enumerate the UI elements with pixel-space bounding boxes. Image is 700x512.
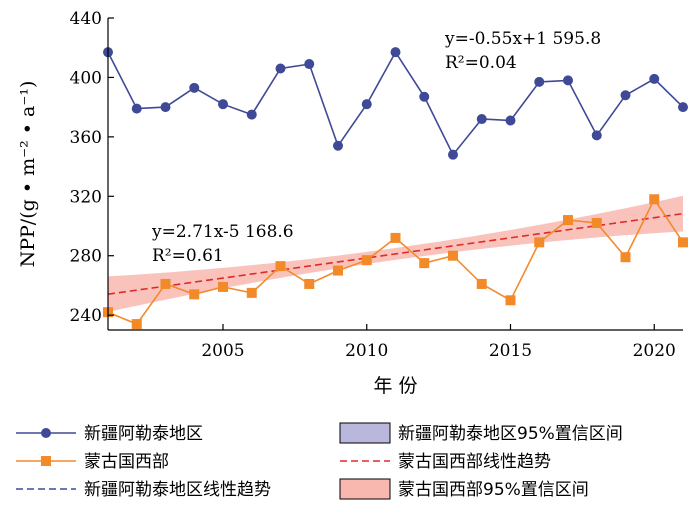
data-series bbox=[103, 47, 688, 330]
legend-label-ci-altay: 新疆阿勒泰地区95%置信区间 bbox=[398, 424, 623, 444]
point-1-2002 bbox=[131, 319, 142, 330]
point-1-2014 bbox=[476, 278, 487, 289]
r2-altay: R²=0.04 bbox=[445, 53, 517, 73]
legend-label-trend-altay: 新疆阿勒泰地区线性趋势 bbox=[84, 480, 271, 500]
point-1-2015 bbox=[505, 295, 516, 306]
point-1-2017 bbox=[563, 215, 573, 226]
legend-label-mongolia: 蒙古国西部 bbox=[84, 452, 169, 472]
point-0-2021 bbox=[678, 102, 688, 113]
point-1-2013 bbox=[448, 250, 458, 261]
trend-line-1 bbox=[108, 212, 683, 295]
legend-label-trend-mongolia: 蒙古国西部线性趋势 bbox=[398, 452, 551, 472]
point-0-2004 bbox=[189, 82, 200, 93]
point-1-2010 bbox=[361, 255, 372, 266]
y-tick-label-240: 240 bbox=[70, 306, 102, 326]
point-0-2019 bbox=[620, 90, 631, 101]
axes: 240 280 320 360 400 440 2005 2010 2015 2020 年 份 NPP… bbox=[17, 9, 683, 397]
point-0-2010 bbox=[361, 99, 372, 110]
trend-lines bbox=[108, 212, 683, 295]
point-0-2002 bbox=[131, 103, 142, 114]
point-1-2019 bbox=[620, 252, 631, 263]
point-0-2014 bbox=[476, 114, 487, 125]
point-1-2012 bbox=[419, 258, 430, 269]
point-1-2011 bbox=[390, 232, 401, 243]
legend-label-ci-mongolia: 蒙古国西部95%置信区间 bbox=[398, 480, 589, 500]
point-1-2004 bbox=[189, 289, 200, 300]
point-0-2013 bbox=[448, 149, 458, 160]
y-tick-label-360: 360 bbox=[70, 128, 102, 148]
point-0-2016 bbox=[534, 76, 545, 87]
point-0-2008 bbox=[304, 59, 315, 70]
point-0-2020 bbox=[649, 73, 660, 84]
point-0-2007 bbox=[275, 63, 286, 74]
point-0-2015 bbox=[505, 115, 516, 126]
x-tick-label-2005: 2005 bbox=[201, 341, 244, 361]
point-0-2005 bbox=[218, 99, 228, 110]
legend-marker-altay bbox=[41, 428, 51, 438]
annotations: y=-0.55x+1 595.8 R²=0.04 y=2.71x-5 168.6 R²… bbox=[151, 29, 601, 266]
x-tick-label-2020: 2020 bbox=[633, 341, 676, 361]
legend-marker-mongolia bbox=[41, 456, 51, 466]
point-1-2021 bbox=[678, 237, 688, 248]
equation-mongolia: y=2.71x-5 168.6 bbox=[151, 222, 294, 242]
equation-altay: y=-0.55x+1 595.8 bbox=[444, 29, 601, 49]
point-1-2006 bbox=[246, 287, 257, 298]
y-tick-label-280: 280 bbox=[70, 247, 102, 267]
point-1-2016 bbox=[534, 237, 545, 248]
point-1-2018 bbox=[591, 218, 602, 229]
point-0-2018 bbox=[591, 130, 602, 141]
point-1-2007 bbox=[275, 261, 286, 272]
y-axis-title: NPP/(g • m⁻² • a⁻¹) bbox=[17, 81, 39, 268]
point-0-2003 bbox=[160, 102, 171, 113]
point-1-2009 bbox=[333, 265, 343, 276]
legend-swatch-ci-altay bbox=[339, 422, 391, 444]
point-1-2020 bbox=[649, 194, 660, 205]
point-0-2017 bbox=[563, 75, 573, 86]
point-0-2006 bbox=[246, 109, 257, 120]
point-0-2011 bbox=[390, 47, 401, 58]
point-1-2005 bbox=[218, 281, 228, 292]
legend-swatch-ci-mongolia bbox=[339, 478, 391, 500]
legend-label-altay: 新疆阿勒泰地区 bbox=[84, 424, 203, 444]
point-0-2009 bbox=[333, 140, 343, 151]
y-tick-label-440: 440 bbox=[70, 9, 102, 29]
r2-mongolia: R²=0.61 bbox=[152, 246, 224, 266]
y-tick-label-320: 320 bbox=[70, 187, 102, 207]
point-1-2008 bbox=[304, 278, 315, 289]
x-axis-title: 年 份 bbox=[373, 375, 417, 397]
x-tick-label-2015: 2015 bbox=[489, 341, 532, 361]
point-0-2012 bbox=[419, 91, 430, 102]
x-tick-label-2010: 2010 bbox=[345, 341, 388, 361]
y-tick-label-400: 400 bbox=[70, 68, 102, 88]
point-1-2003 bbox=[160, 278, 171, 289]
